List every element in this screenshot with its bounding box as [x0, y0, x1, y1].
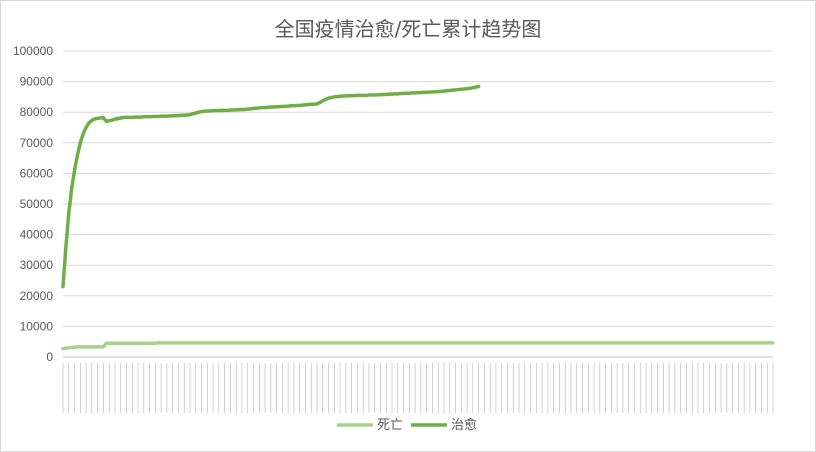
- y-axis-ticks: 0 10000 20000 30000 40000 50000 60000 70000 8000…: [13, 44, 53, 364]
- y-tick-label: 0: [46, 350, 53, 364]
- chart-title: 全国疫情治愈/死亡累计趋势图: [274, 17, 542, 41]
- y-tick-label: 50000: [20, 197, 54, 211]
- y-tick-label: 60000: [20, 166, 54, 180]
- y-tick-label: 20000: [20, 289, 54, 303]
- legend-label: 死亡: [377, 418, 403, 433]
- y-tick-label: 40000: [20, 228, 54, 242]
- series-lines: [61, 84, 775, 351]
- y-tick-label: 90000: [20, 75, 54, 89]
- gridlines: [63, 50, 773, 358]
- y-tick-label: 100000: [13, 44, 53, 58]
- y-tick-label: 80000: [20, 105, 54, 119]
- x-axis-ticks: [62, 363, 774, 413]
- series-line: [61, 84, 481, 289]
- y-tick-label: 30000: [20, 258, 54, 272]
- series-line: [61, 341, 775, 351]
- y-tick-label: 10000: [20, 319, 54, 333]
- legend-label: 治愈: [451, 418, 477, 433]
- y-tick-label: 70000: [20, 136, 54, 150]
- legend: 死亡 治愈: [337, 418, 477, 433]
